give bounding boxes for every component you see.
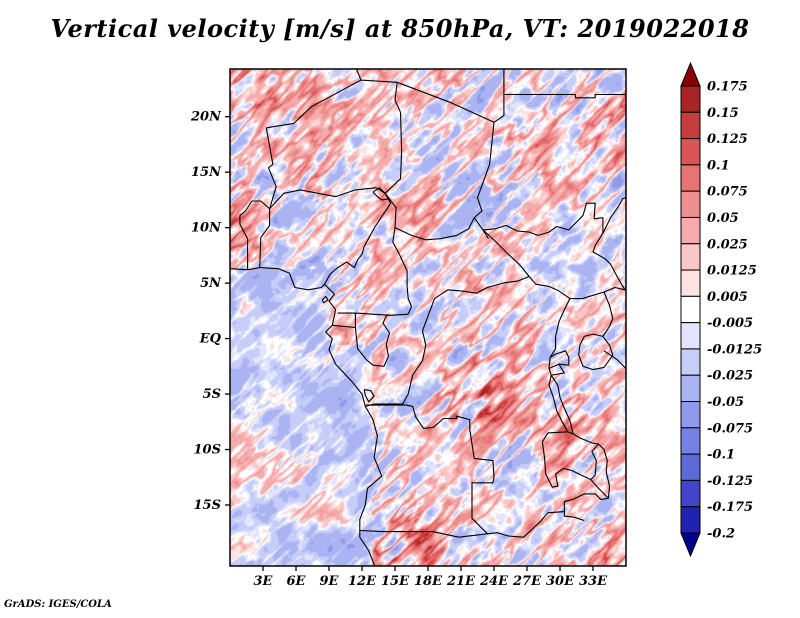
colorbar-segment — [680, 243, 701, 271]
x-tick-label: 12E — [348, 574, 377, 589]
colorbar-label: 0.025 — [707, 237, 748, 252]
colorbar-segment — [680, 506, 701, 534]
colorbar-labels: 0.175 0.15 0.125 0.1 0.075 0.05 0.025 0.0125 0.0… — [707, 80, 762, 542]
x-tick-label: 33E — [579, 574, 608, 589]
colorbar-label: 0.175 — [707, 80, 748, 95]
y-tick-label: 10S — [194, 443, 221, 458]
colorbar-segment — [680, 295, 701, 324]
colorbar-label: 0.075 — [707, 185, 748, 200]
colorbar-top-arrow — [680, 61, 701, 87]
velocity-field-canvas — [230, 69, 626, 566]
colorbar-label: -0.005 — [707, 316, 753, 331]
colorbar-bottom-arrow — [680, 532, 701, 558]
colorbar-label: 0.125 — [707, 132, 748, 147]
colorbar-label: -0.2 — [707, 527, 735, 542]
x-tick-label: 3E — [254, 574, 274, 589]
colorbar-segment — [680, 269, 701, 297]
colorbar-label: 0.005 — [707, 290, 748, 305]
colorbar-segment — [680, 322, 701, 350]
colorbar-segment — [680, 138, 701, 166]
x-tick-label: 21E — [446, 574, 476, 589]
y-tick-label: 5N — [200, 276, 222, 291]
colorbar-label: -0.175 — [707, 500, 753, 515]
x-tick-label: 27E — [512, 574, 542, 589]
x-tick-label: 30E — [546, 574, 575, 589]
colorbar-segment — [680, 164, 701, 192]
x-tick-label: 18E — [414, 574, 443, 589]
colorbar-label: -0.0125 — [707, 342, 762, 357]
chart-title: Vertical velocity [m/s] at 850hPa, VT: 2… — [50, 14, 750, 43]
y-tick-label: 10N — [191, 221, 222, 236]
colorbar-segment — [680, 111, 701, 140]
colorbar-segment — [680, 85, 701, 113]
colorbar-segment — [680, 374, 701, 403]
x-tick-label: 6E — [287, 574, 307, 589]
y-tick-label: EQ — [199, 332, 222, 347]
colorbar-label: -0.1 — [707, 448, 735, 463]
colorbar-segment — [680, 479, 701, 508]
colorbar-label: -0.05 — [707, 395, 744, 410]
x-tick-label: 15E — [381, 574, 410, 589]
y-tick-label: 15N — [191, 165, 222, 180]
colorbar-label: 0.15 — [707, 106, 739, 121]
colorbar-label: 0.05 — [707, 211, 739, 226]
y-tick-label: 5S — [203, 387, 221, 402]
colorbar-label: -0.025 — [707, 369, 753, 384]
colorbar-label: 0.0125 — [707, 264, 757, 279]
y-tick-label: 15S — [194, 498, 221, 513]
y-tick-label: 20N — [190, 110, 222, 125]
colorbar-segment — [680, 401, 701, 429]
colorbar-label: -0.075 — [707, 421, 753, 436]
colorbar-label: -0.125 — [707, 474, 753, 489]
colorbar-label: 0.1 — [707, 158, 730, 173]
colorbar-segment — [680, 190, 701, 218]
x-tick-label: 24E — [479, 574, 509, 589]
colorbar-segment — [680, 348, 701, 376]
x-tick-label: 9E — [320, 574, 340, 589]
colorbar-segment — [680, 427, 701, 455]
grads-attribution: GrADS: IGES/COLA — [4, 599, 112, 610]
colorbar — [680, 61, 701, 558]
colorbar-segment — [680, 216, 701, 245]
colorbar-segment — [680, 453, 701, 481]
